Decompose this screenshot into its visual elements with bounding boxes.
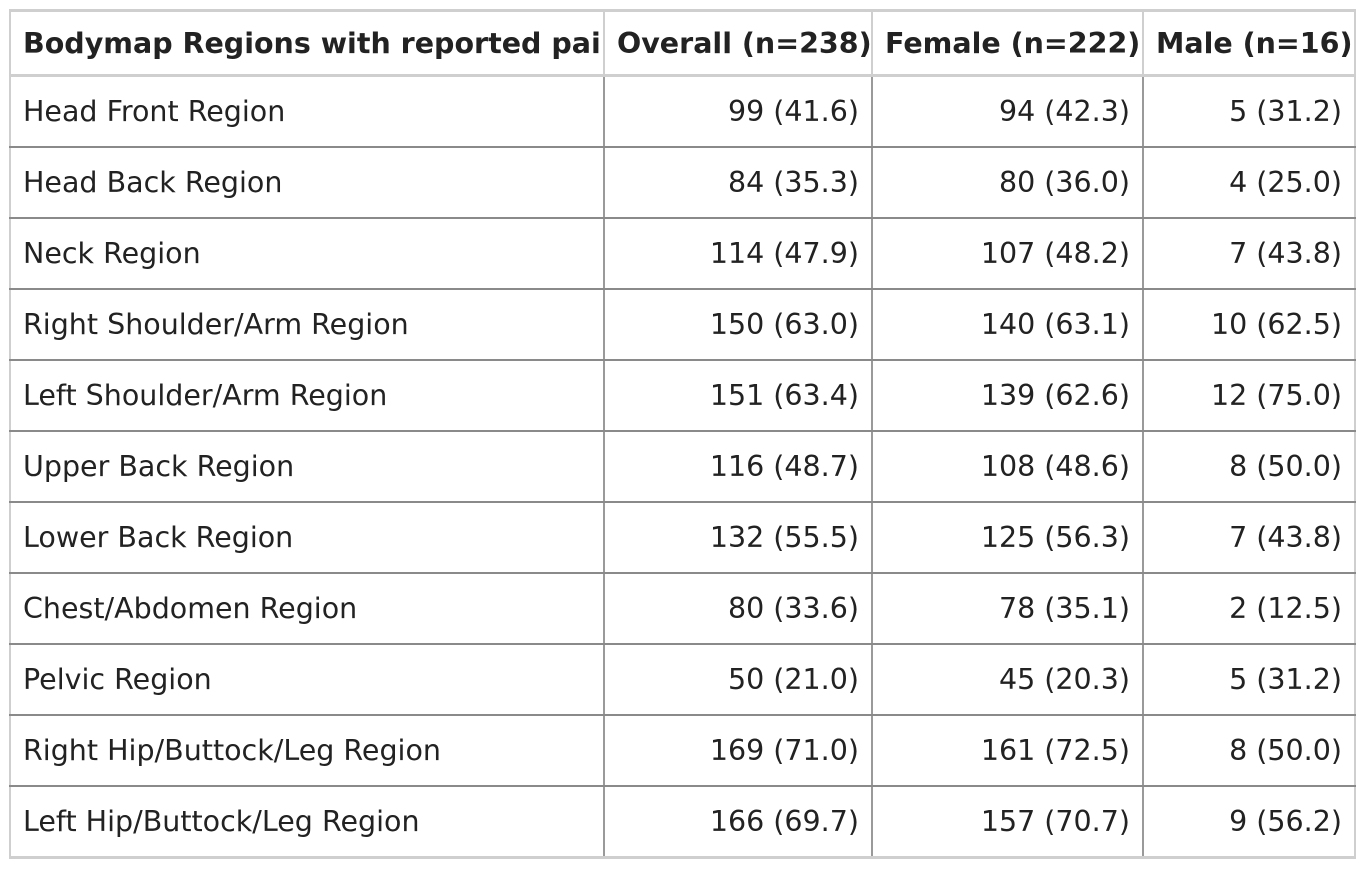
header-overall: Overall (n=238): [603, 9, 873, 77]
table-row: Pelvic Region 50 (21.0) 45 (20.3) 5 (31.…: [9, 643, 1356, 716]
male-cell: 8 (50.0): [1142, 714, 1356, 787]
table-row: Left Hip/Buttock/Leg Region 166 (69.7) 1…: [9, 785, 1356, 859]
female-cell: 108 (48.6): [871, 430, 1144, 503]
table-header: Bodymap Regions with reported pain Overa…: [9, 9, 1356, 77]
female-cell: 157 (70.7): [871, 785, 1144, 859]
male-cell: 5 (31.2): [1142, 643, 1356, 716]
region-cell: Chest/Abdomen Region: [9, 572, 605, 645]
region-cell: Upper Back Region: [9, 430, 605, 503]
bodymap-pain-table: Bodymap Regions with reported pain Overa…: [9, 9, 1356, 859]
male-cell: 4 (25.0): [1142, 146, 1356, 219]
data-table-container: Bodymap Regions with reported pain Overa…: [9, 9, 1356, 859]
female-cell: 45 (20.3): [871, 643, 1144, 716]
overall-cell: 132 (55.5): [603, 501, 873, 574]
overall-cell: 99 (41.6): [603, 74, 873, 148]
table-row: Chest/Abdomen Region 80 (33.6) 78 (35.1)…: [9, 572, 1356, 645]
female-cell: 78 (35.1): [871, 572, 1144, 645]
overall-cell: 166 (69.7): [603, 785, 873, 859]
overall-cell: 150 (63.0): [603, 288, 873, 361]
table-row: Neck Region 114 (47.9) 107 (48.2) 7 (43.…: [9, 217, 1356, 290]
male-cell: 12 (75.0): [1142, 359, 1356, 432]
overall-cell: 50 (21.0): [603, 643, 873, 716]
male-cell: 7 (43.8): [1142, 217, 1356, 290]
header-row: Bodymap Regions with reported pain Overa…: [9, 9, 1356, 77]
female-cell: 125 (56.3): [871, 501, 1144, 574]
female-cell: 139 (62.6): [871, 359, 1144, 432]
overall-cell: 114 (47.9): [603, 217, 873, 290]
male-cell: 5 (31.2): [1142, 74, 1356, 148]
male-cell: 7 (43.8): [1142, 501, 1356, 574]
region-cell: Pelvic Region: [9, 643, 605, 716]
region-cell: Left Hip/Buttock/Leg Region: [9, 785, 605, 859]
overall-cell: 80 (33.6): [603, 572, 873, 645]
male-cell: 8 (50.0): [1142, 430, 1356, 503]
region-cell: Left Shoulder/Arm Region: [9, 359, 605, 432]
male-cell: 2 (12.5): [1142, 572, 1356, 645]
table-row: Left Shoulder/Arm Region 151 (63.4) 139 …: [9, 359, 1356, 432]
overall-cell: 116 (48.7): [603, 430, 873, 503]
overall-cell: 84 (35.3): [603, 146, 873, 219]
male-cell: 9 (56.2): [1142, 785, 1356, 859]
female-cell: 140 (63.1): [871, 288, 1144, 361]
table-row: Head Front Region 99 (41.6) 94 (42.3) 5 …: [9, 74, 1356, 148]
region-cell: Lower Back Region: [9, 501, 605, 574]
female-cell: 107 (48.2): [871, 217, 1144, 290]
region-cell: Right Hip/Buttock/Leg Region: [9, 714, 605, 787]
table-row: Head Back Region 84 (35.3) 80 (36.0) 4 (…: [9, 146, 1356, 219]
overall-cell: 151 (63.4): [603, 359, 873, 432]
table-row: Upper Back Region 116 (48.7) 108 (48.6) …: [9, 430, 1356, 503]
header-region: Bodymap Regions with reported pain: [9, 9, 605, 77]
region-cell: Neck Region: [9, 217, 605, 290]
female-cell: 161 (72.5): [871, 714, 1144, 787]
table-body: Head Front Region 99 (41.6) 94 (42.3) 5 …: [9, 74, 1356, 859]
region-cell: Head Back Region: [9, 146, 605, 219]
table-row: Lower Back Region 132 (55.5) 125 (56.3) …: [9, 501, 1356, 574]
region-cell: Right Shoulder/Arm Region: [9, 288, 605, 361]
table-row: Right Shoulder/Arm Region 150 (63.0) 140…: [9, 288, 1356, 361]
female-cell: 94 (42.3): [871, 74, 1144, 148]
table-row: Right Hip/Buttock/Leg Region 169 (71.0) …: [9, 714, 1356, 787]
region-cell: Head Front Region: [9, 74, 605, 148]
female-cell: 80 (36.0): [871, 146, 1144, 219]
male-cell: 10 (62.5): [1142, 288, 1356, 361]
header-male: Male (n=16): [1142, 9, 1356, 77]
overall-cell: 169 (71.0): [603, 714, 873, 787]
header-female: Female (n=222): [871, 9, 1144, 77]
